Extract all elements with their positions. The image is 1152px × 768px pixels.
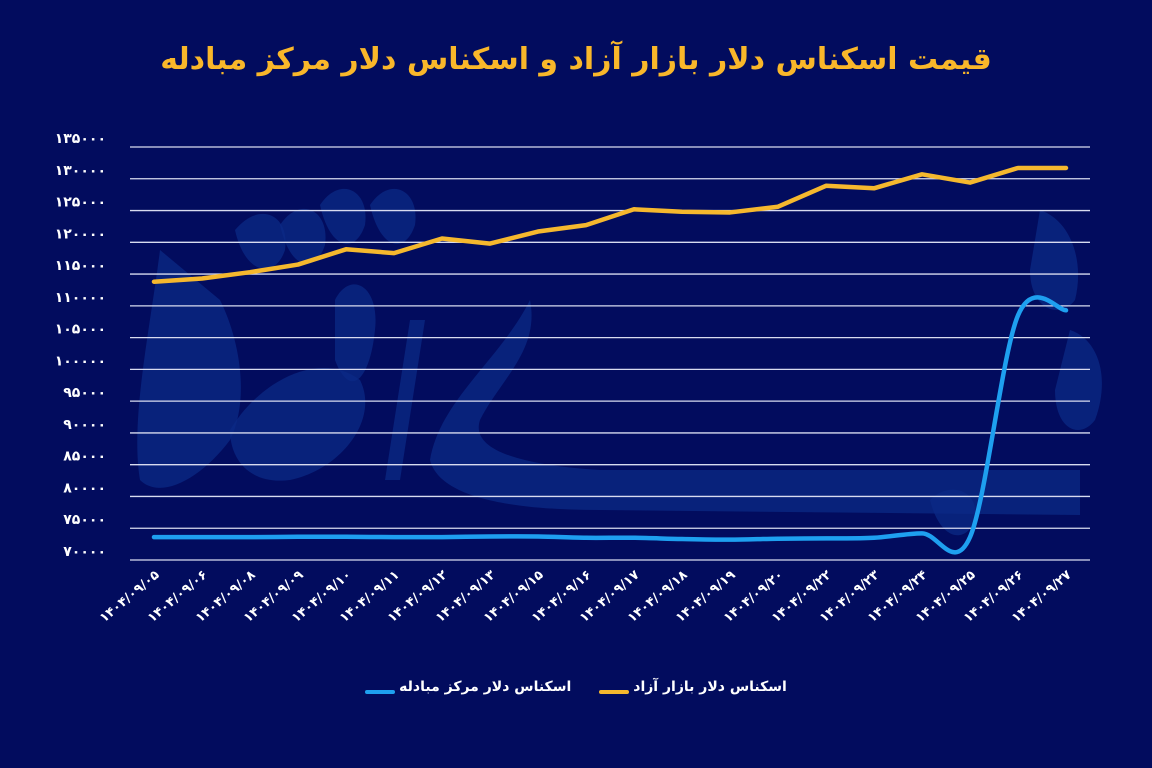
watermark-logo: [137, 188, 1102, 536]
y-tick-label: ۸۵۰۰۰: [63, 449, 106, 465]
y-axis-ticks: ۷۰۰۰۰ ۷۵۰۰۰ ۸۰۰۰۰ ۸۵۰۰۰ ۹۰۰۰۰ ۹۵۰۰۰ ۱۰۰۰۰۰ ۱۰۵۰…: [55, 131, 106, 560]
series-line: [151, 295, 1069, 555]
series-lines: [151, 165, 1069, 555]
y-tick-label: ۸۰۰۰۰: [63, 480, 106, 496]
y-tick-label: ۹۰۰۰۰: [63, 417, 106, 433]
y-tick-label: ۱۱۰۰۰۰: [55, 290, 106, 306]
legend: اسکناس دلار بازار آزاد اسکناس دلار مرکز …: [0, 679, 1152, 695]
legend-item-free-market: اسکناس دلار بازار آزاد: [599, 679, 787, 695]
y-tick-label: ۹۵۰۰۰: [63, 385, 106, 401]
legend-label-exchange-center: اسکناس دلار مرکز مبادله: [399, 679, 572, 695]
legend-label-free-market: اسکناس دلار بازار آزاد: [633, 679, 787, 695]
y-tick-label: ۱۰۵۰۰۰: [55, 322, 106, 338]
x-axis-ticks: ۱۴۰۴/۰۹/۰۵۱۴۰۴/۰۹/۰۶۱۴۰۴/۰۹/۰۸۱۴۰۴/۰۹/۰۹…: [97, 568, 1075, 626]
y-tick-label: ۱۲۵۰۰۰: [55, 195, 106, 211]
chart-title: قیمت اسکناس دلار بازار آزاد و اسکناس دلا…: [160, 42, 992, 77]
y-tick-label: ۱۲۰۰۰۰: [55, 226, 106, 242]
y-tick-label: ۱۳۵۰۰۰: [55, 131, 106, 147]
legend-swatch-exchange-center: [365, 690, 396, 694]
legend-item-exchange-center: اسکناس دلار مرکز مبادله: [365, 679, 571, 695]
legend-swatch-free-market: [599, 690, 630, 694]
y-tick-label: ۱۰۰۰۰۰: [55, 353, 106, 369]
gridlines: [130, 146, 1090, 561]
y-tick-label: ۱۱۵۰۰۰: [55, 258, 106, 274]
y-tick-label: ۷۵۰۰۰: [63, 512, 106, 528]
series-line: [151, 165, 1069, 284]
y-tick-label: ۱۳۰۰۰۰: [55, 163, 106, 179]
y-tick-label: ۷۰۰۰۰: [63, 544, 106, 560]
